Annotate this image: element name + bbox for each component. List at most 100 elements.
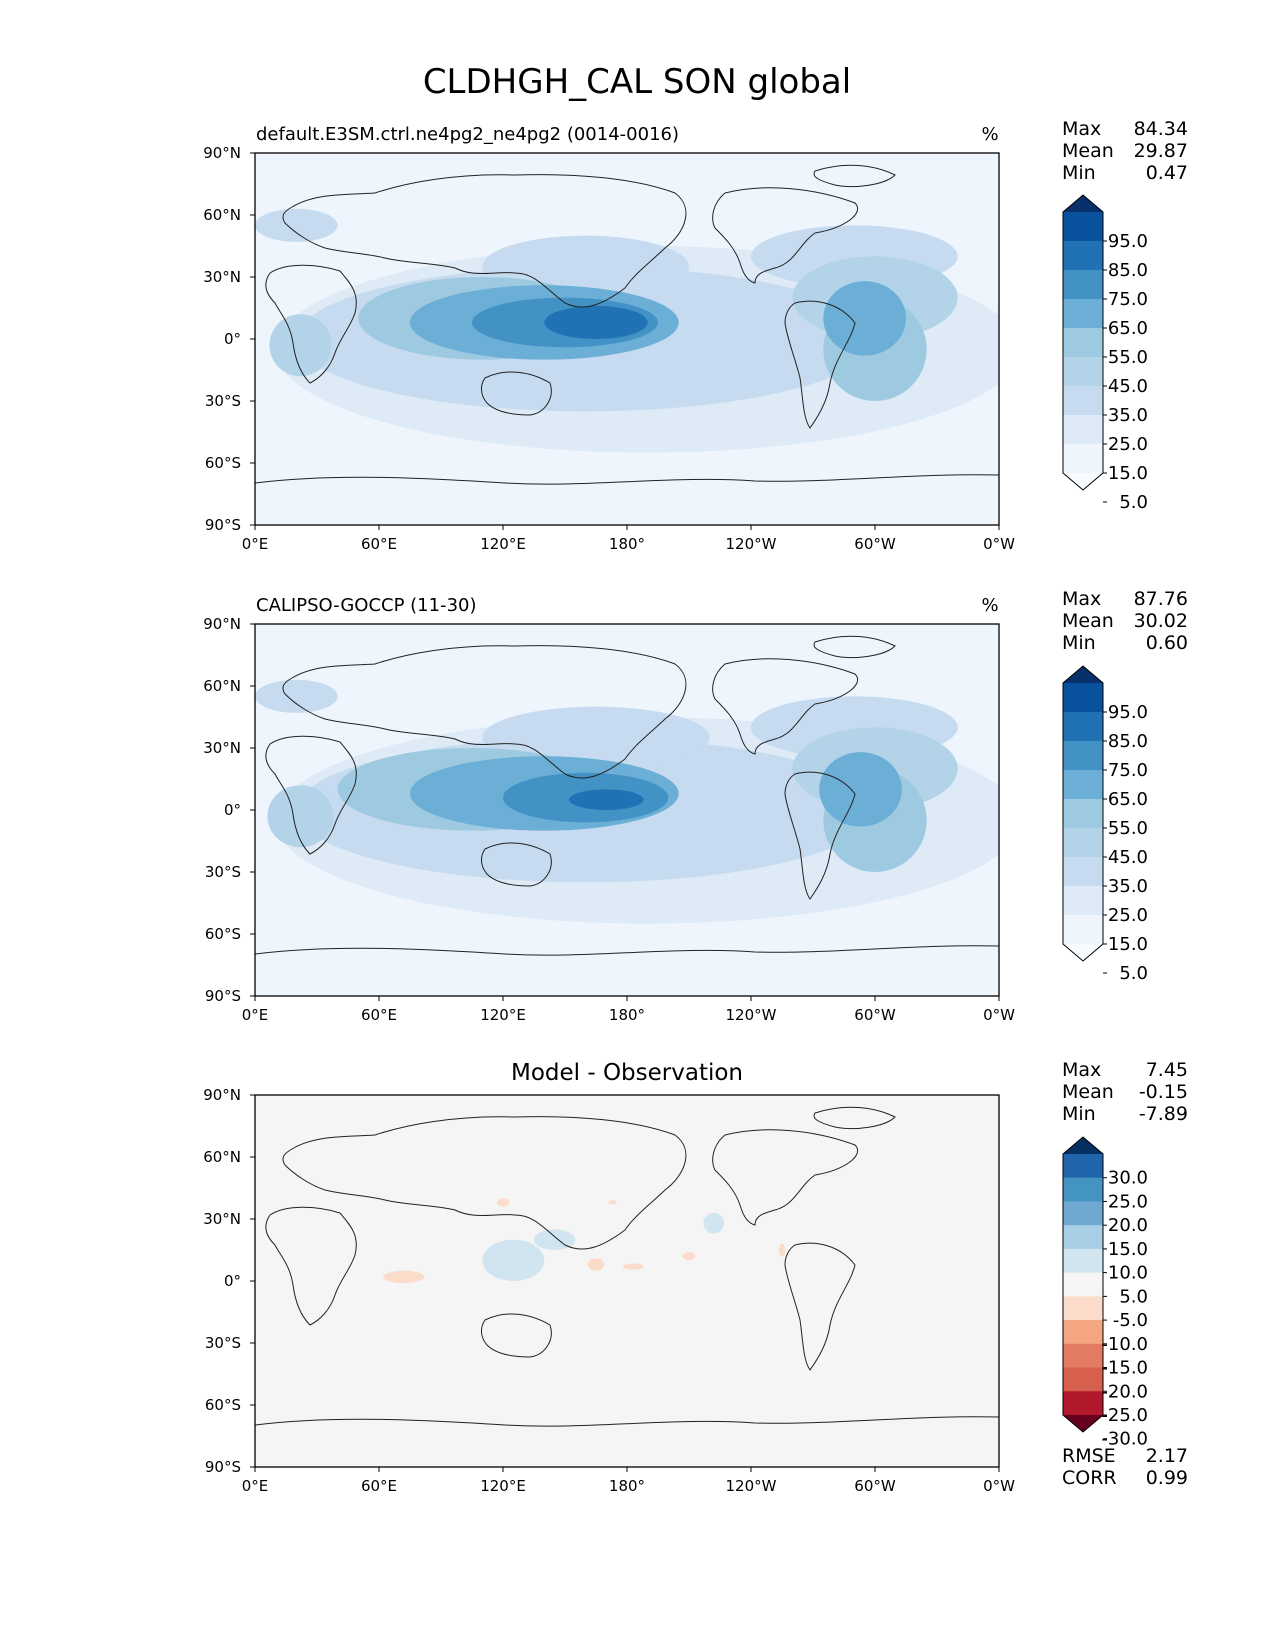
y-tick-label: 60°N [203, 677, 241, 695]
colorbar-tick-label: 75.0 [1108, 760, 1148, 781]
y-tick-label: 0° [224, 801, 241, 819]
y-tick-label: 30°N [203, 268, 241, 286]
y-tick-label: 60°S [205, 454, 241, 472]
panel-diff-stats: Max 7.45 Mean -0.15 Min -7.89 [1062, 1059, 1188, 1125]
stat-value: -7.89 [1139, 1103, 1188, 1125]
y-tick-label: 90°S [205, 516, 241, 534]
panel-obs-x-axis: 0°E 60°E 120°E 180° 120°W 60°W 0°W [242, 996, 1015, 1024]
colorbar-tick-label: -25.0 [1101, 1405, 1148, 1426]
x-tick-label: 0°E [242, 1006, 269, 1024]
colorbar-tick-label: 15.0 [1108, 1239, 1148, 1260]
panel-obs-colorbar: 95.0 85.0 75.0 65.0 55.0 45.0 35.0 25.0 15.0 5.0 [1062, 665, 1148, 984]
field-contour [496, 1198, 510, 1207]
x-tick-label: 0°E [242, 1477, 269, 1495]
colorbar-tick-label: 95.0 [1108, 231, 1148, 252]
colorbar-tick-label: 5.0 [1119, 1286, 1148, 1307]
panel-model-title: default.E3SM.ctrl.ne4pg2_ne4pg2 (0014-00… [256, 124, 679, 145]
colorbar-tick-label: 45.0 [1108, 376, 1148, 397]
colorbar-segment [1063, 444, 1103, 474]
colorbar-tick-label: 65.0 [1108, 789, 1148, 810]
colorbar-segment [1063, 415, 1103, 445]
x-tick-label: 120°E [480, 1006, 526, 1024]
panel-obs-title: CALIPSO-GOCCP (11-30) [256, 595, 477, 616]
colorbar-tick-label: 5.0 [1119, 492, 1148, 513]
colorbar-segment [1063, 1320, 1103, 1345]
colorbar-segment [1063, 1367, 1103, 1392]
colorbar-tick-label: 95.0 [1108, 702, 1148, 723]
stat-label: CORR [1062, 1467, 1117, 1489]
stat-label: Min [1062, 1103, 1096, 1125]
stat-value: 2.17 [1146, 1445, 1188, 1467]
x-tick-label: 0°W [983, 1006, 1015, 1024]
colorbar-tick-label: -30.0 [1101, 1429, 1148, 1450]
colorbar-tick-label: 10.0 [1108, 1263, 1148, 1284]
colorbar-segment [1063, 386, 1103, 416]
field-contour [267, 785, 334, 848]
field-contour [269, 314, 332, 377]
panel-model-x-axis: 0°E 60°E 120°E 180° 120°W 60°W 0°W [242, 525, 1015, 553]
colorbar-segment [1063, 915, 1103, 945]
x-tick-label: 120°E [480, 535, 526, 553]
colorbar-tick-label: 85.0 [1108, 731, 1148, 752]
colorbar-extend-top [1063, 195, 1103, 212]
y-tick-label: 0° [224, 330, 241, 348]
colorbar-segment [1063, 857, 1103, 887]
colorbar-extend-bottom [1063, 944, 1103, 961]
colorbar-segment [1063, 1391, 1103, 1416]
panel-obs-units: % [981, 595, 998, 616]
panel-model-units: % [981, 124, 998, 145]
colorbar-tick-label: 5.0 [1119, 963, 1148, 984]
stat-label: Mean [1062, 140, 1114, 162]
field-contour [823, 281, 907, 356]
y-tick-label: 90°S [205, 987, 241, 1005]
stat-value: 29.87 [1134, 140, 1188, 162]
field-contour [819, 752, 902, 827]
y-tick-label: 60°S [205, 925, 241, 943]
panel-model-y-axis: 90°N 60°N 30°N 0° 30°S 60°S 90°S [203, 144, 255, 534]
field-contour [569, 789, 644, 811]
colorbar-tick-label: 25.0 [1108, 905, 1148, 926]
x-tick-label: 180° [609, 535, 645, 553]
x-tick-label: 120°W [726, 1477, 777, 1495]
panel-obs-y-axis: 90°N 60°N 30°N 0° 30°S 60°S 90°S [203, 615, 255, 1005]
y-tick-label: 90°N [203, 144, 241, 162]
colorbar-tick-label: 85.0 [1108, 260, 1148, 281]
panel-model-colorbar: 95.0 85.0 75.0 65.0 55.0 45.0 35.0 25.0 15.0 5.0 [1062, 194, 1148, 513]
y-tick-label: 30°N [203, 739, 241, 757]
colorbar-segment [1063, 241, 1103, 271]
stat-value: -0.15 [1139, 1081, 1188, 1103]
panel-model-stats: Max 84.34 Mean 29.87 Min 0.47 [1062, 118, 1188, 184]
field-contour [778, 1243, 786, 1257]
x-tick-label: 120°W [726, 1006, 777, 1024]
panel-obs-stats: Max 87.76 Mean 30.02 Min 0.60 [1062, 588, 1188, 654]
colorbar-tick-label: 20.0 [1108, 1215, 1148, 1236]
colorbar-tick-label: 65.0 [1108, 318, 1148, 339]
field-contour [255, 208, 338, 242]
colorbar-segment [1063, 799, 1103, 829]
stat-value: 30.02 [1134, 610, 1188, 632]
field-contour [587, 1258, 605, 1271]
stat-label: Max [1062, 1059, 1101, 1081]
colorbar-extend-bottom [1063, 1415, 1103, 1432]
x-tick-label: 120°W [726, 535, 777, 553]
colorbar-tick-label: 55.0 [1108, 347, 1148, 368]
colorbar-tick-label: 55.0 [1108, 818, 1148, 839]
colorbar-segment [1063, 741, 1103, 771]
y-tick-label: 90°N [203, 1086, 241, 1104]
colorbar-tick-label: 45.0 [1108, 847, 1148, 868]
colorbar-segment [1063, 299, 1103, 329]
colorbar-segment [1063, 328, 1103, 358]
colorbar-tick-label: 30.0 [1108, 1168, 1148, 1189]
field-contour [255, 679, 338, 713]
stat-value: 0.99 [1146, 1467, 1188, 1489]
field-contour [703, 1212, 725, 1234]
figure-title: CLDHGH_CAL SON global [423, 62, 851, 102]
stat-label: RMSE [1062, 1445, 1116, 1467]
y-tick-label: 90°N [203, 615, 241, 633]
colorbar-segment [1063, 1201, 1103, 1226]
colorbar-segment [1063, 1154, 1103, 1179]
panel-diff-background [255, 1095, 999, 1467]
colorbar-segment [1063, 712, 1103, 742]
colorbar-tick-label: -15.0 [1101, 1358, 1148, 1379]
